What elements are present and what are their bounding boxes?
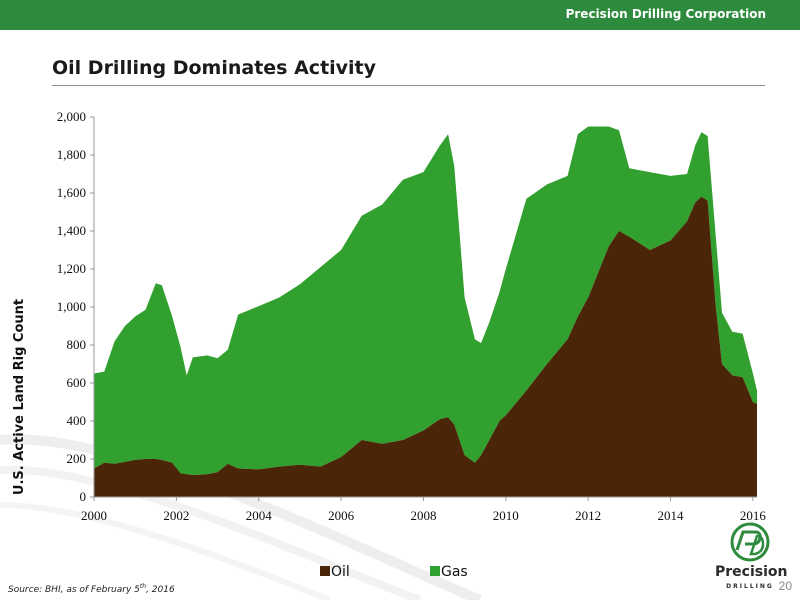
- pd-emblem-icon: [730, 522, 770, 562]
- header-company-name: Precision Drilling Corporation: [565, 7, 766, 21]
- y-tick-label: 1,800: [57, 147, 86, 162]
- source-note: Source: BHI, as of February 5th, 2016: [8, 583, 175, 595]
- series-area-oil: [94, 196, 757, 498]
- axes: 0 200 400 600 800 1,000 1,200 1,400 1,600 1,800 2,…: [57, 109, 767, 523]
- x-tick-label: 2006: [328, 508, 355, 523]
- rig-count-area-chart: 0 200 400 600 800 1,000 1,200 1,400 1,600 1,800 2,…: [12, 109, 767, 580]
- plot-area: [94, 126, 757, 498]
- y-tick-label: 600: [67, 375, 87, 390]
- source-superscript: th: [139, 583, 147, 590]
- y-tick-label: 2,000: [57, 109, 86, 124]
- y-tick-label: 0: [80, 489, 87, 504]
- x-tick-label: 2008: [410, 508, 436, 523]
- y-tick-label: 1,000: [57, 299, 86, 314]
- y-tick-label: 1,400: [57, 223, 86, 238]
- x-tick-label: 2004: [246, 508, 273, 523]
- y-tick-label: 400: [67, 413, 87, 428]
- legend: Oil Gas: [320, 564, 468, 580]
- source-text: Source: BHI, as of February 5: [8, 585, 140, 595]
- precision-drilling-logo: Precision DRILLING: [715, 520, 787, 590]
- slide-title: Oil Drilling Dominates Activity: [52, 57, 377, 79]
- legend-label-gas: Gas: [441, 564, 468, 580]
- legend-swatch-oil: [320, 566, 330, 576]
- y-tick-label: 1,600: [57, 185, 86, 200]
- y-tick-label: 800: [67, 337, 87, 352]
- x-tick-label: 2012: [575, 508, 601, 523]
- x-tick-label: 2000: [81, 508, 107, 523]
- header-bar: Precision Drilling Corporation: [0, 0, 800, 30]
- legend-swatch-gas: [430, 566, 440, 576]
- x-tick-label: 2010: [493, 508, 519, 523]
- x-tick-label: 2016: [740, 508, 767, 523]
- y-axis-label: U.S. Active Land Rig Count: [12, 299, 27, 495]
- logo-subtitle: DRILLING: [726, 583, 774, 590]
- title-divider: [52, 85, 765, 86]
- y-tick-label: 200: [67, 451, 87, 466]
- logo-name: Precision: [715, 564, 788, 580]
- x-tick-label: 2002: [163, 508, 189, 523]
- page-number: 20: [778, 579, 792, 593]
- series-area-gas: [94, 126, 757, 476]
- source-date: , 2016: [146, 585, 175, 595]
- y-tick-label: 1,200: [57, 261, 86, 276]
- x-tick-label: 2014: [658, 508, 685, 523]
- legend-label-oil: Oil: [331, 564, 350, 580]
